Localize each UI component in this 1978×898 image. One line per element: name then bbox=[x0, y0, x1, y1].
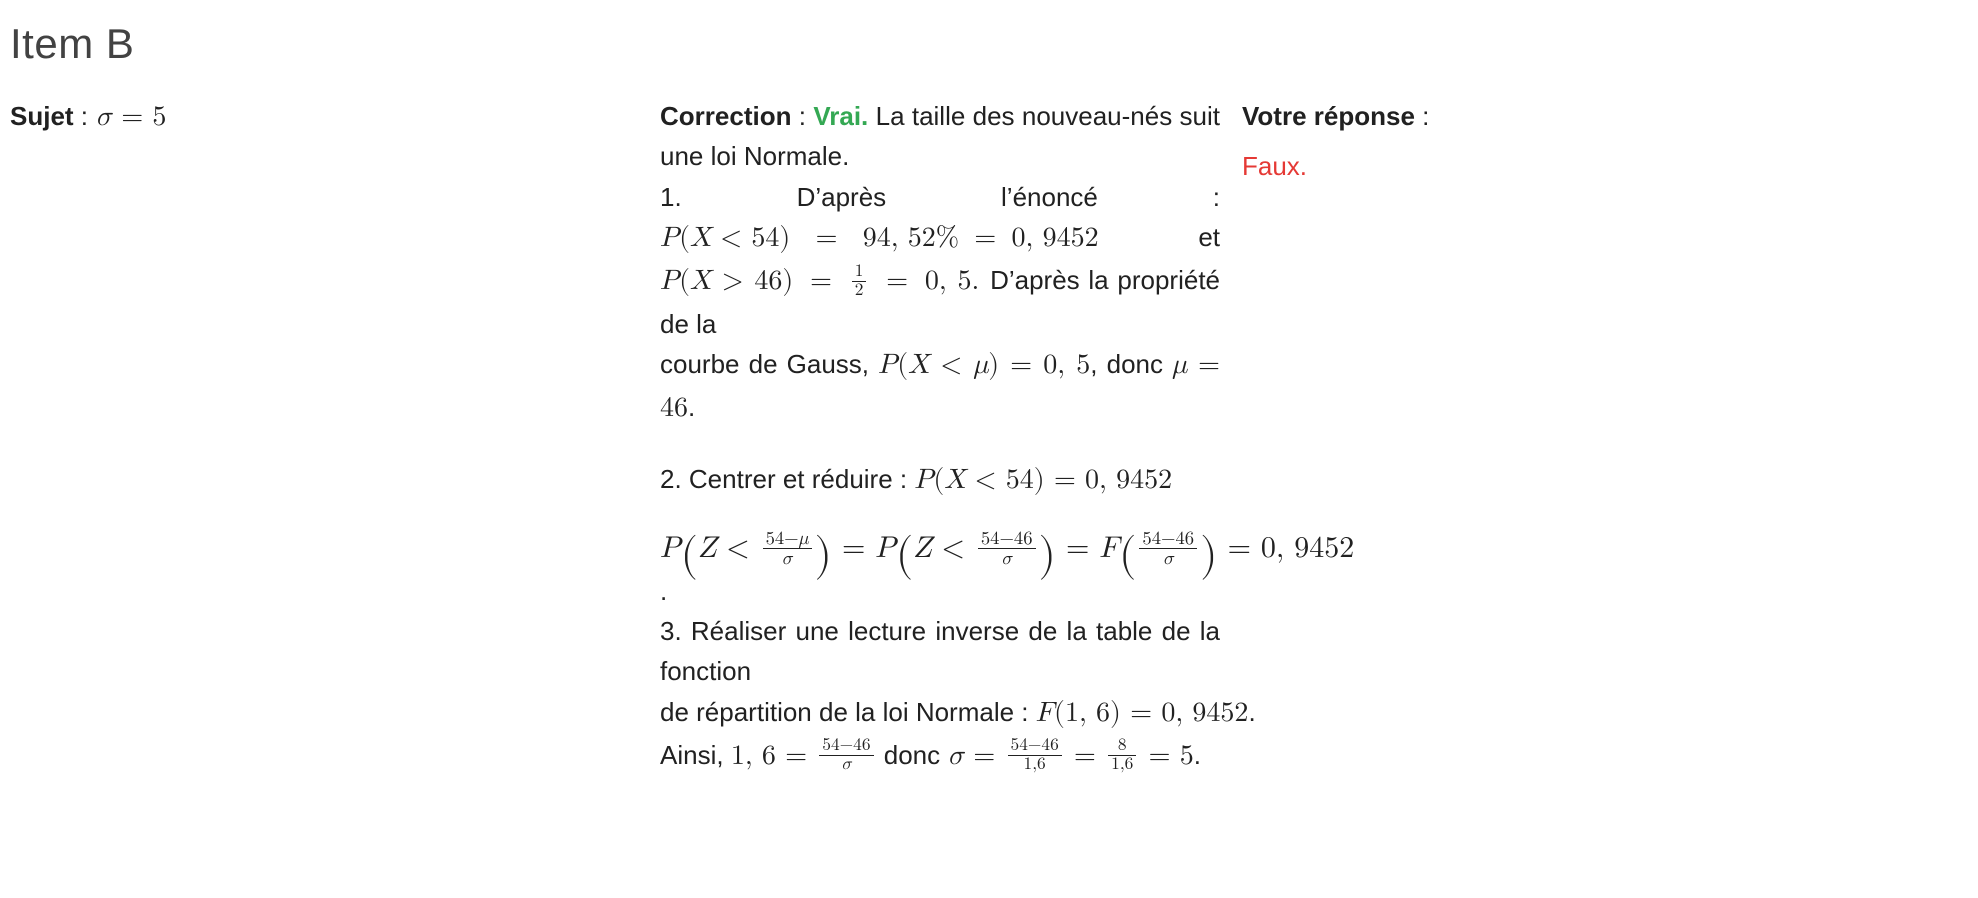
correction-column: Correction : Vrai. La taille des nouveau… bbox=[660, 96, 1220, 778]
step3-line2: de répartition de la loi Normale : F(1, … bbox=[660, 692, 1220, 735]
step1-line1: 1. D’après l’énoncé : bbox=[660, 177, 1220, 217]
content-columns: Sujet : σ = 5 Correction : Vrai. La tail… bbox=[10, 96, 1968, 778]
correction-label: Correction bbox=[660, 101, 791, 131]
item-heading: Item B bbox=[10, 20, 1968, 68]
step1-eq-a: P(X < 54) = 94, 52% = 0, 9452 bbox=[660, 217, 1099, 260]
answer-label: Votre réponse bbox=[1242, 101, 1415, 131]
step1-line4: courbe de Gauss, P(X < μ) = 0, 5, donc μ… bbox=[660, 344, 1220, 431]
step1-line2: P(X < 54) = 94, 52% = 0, 9452 et bbox=[660, 217, 1220, 260]
subject-math: σ = 5 bbox=[95, 103, 166, 131]
answer-label-line: Votre réponse : bbox=[1242, 96, 1522, 136]
answer-value: Faux. bbox=[1242, 146, 1522, 186]
subject-label: Sujet bbox=[10, 101, 74, 131]
step1-line3: P(X > 46) = 12 = 0, 5. D’après la propri… bbox=[660, 260, 1220, 344]
correction-sep: : bbox=[791, 101, 813, 131]
step1-line2-tail: et bbox=[1198, 217, 1220, 257]
subject-line: Sujet : σ = 5 bbox=[10, 96, 660, 139]
step2-lead: 2. Centrer et réduire : P(X < 54) = 0, 9… bbox=[660, 459, 1220, 502]
answer-column: Votre réponse : Faux. bbox=[1220, 96, 1522, 187]
step2-display: P(Z < 54−μσ) = P(Z < 54−46σ) = F(54−46σ)… bbox=[660, 530, 1220, 571]
subject-sep: : bbox=[74, 101, 96, 131]
subject-column: Sujet : σ = 5 bbox=[10, 96, 660, 139]
step3-line1: 3. Réaliser une lecture inverse de la ta… bbox=[660, 611, 1220, 692]
correction-verdict: Vrai. bbox=[813, 101, 868, 131]
step3-line3: Ainsi, 1, 6 = 54−46σ donc σ = 54−461,6 =… bbox=[660, 735, 1220, 778]
correction-intro: Correction : Vrai. La taille des nouveau… bbox=[660, 96, 1220, 177]
